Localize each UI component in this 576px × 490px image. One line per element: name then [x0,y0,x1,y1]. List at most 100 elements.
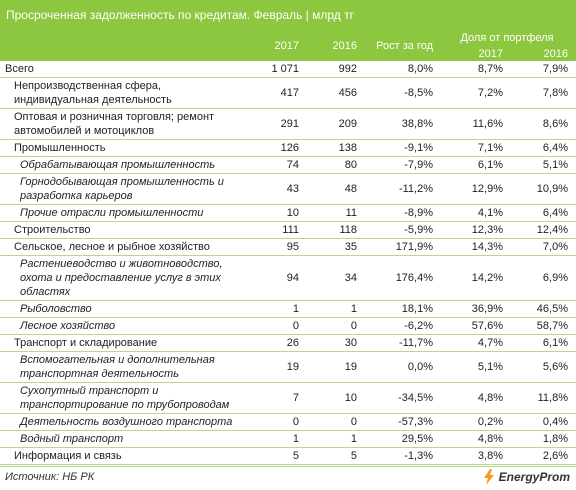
row-share-2016: 7,0% [508,238,576,256]
table-row: Лесное хозяйство 0 0 -6,2% 57,6% 58,7% [0,317,576,335]
row-growth: -9,1% [362,139,438,157]
table-row: Сухопутный транспорт и транспортирование… [0,382,576,414]
row-value-2016: 1 [304,430,362,448]
row-name: Обрабатывающая промышленность [0,156,240,174]
row-value-2016: 456 [304,77,362,109]
row-share-2016: 8,6% [508,108,576,140]
row-growth: -11,7% [362,334,438,352]
row-name: Прочие отрасли промышленности [0,204,240,222]
row-name: Сухопутный транспорт и транспортирование… [0,382,240,414]
row-value-2016: 19 [304,351,362,383]
row-share-2017: 8,7% [438,61,508,78]
row-value-2017: 26 [240,334,304,352]
row-share-2017: 3,8% [438,447,508,465]
row-share-2016: 10,9% [508,173,576,205]
row-share-2016: 1,8% [508,430,576,448]
row-value-2017: 10 [240,204,304,222]
row-growth: -1,3% [362,447,438,465]
row-value-2017: 111 [240,221,304,239]
row-growth: 29,5% [362,430,438,448]
row-value-2017: 1 071 [240,61,304,78]
row-share-2017: 14,2% [438,255,508,301]
row-share-2016: 12,4% [508,221,576,239]
row-name: Промышленность [0,139,240,157]
row-name: Всего [0,61,240,78]
table-row: Растениеводство и животноводство, охота … [0,255,576,301]
table-row: Промышленность 126 138 -9,1% 7,1% 6,4% [0,139,576,157]
row-value-2016: 80 [304,156,362,174]
row-growth: -8,9% [362,204,438,222]
logo-text: EnergyProm [498,470,570,484]
row-share-2017: 36,9% [438,300,508,318]
row-value-2017: 74 [240,156,304,174]
table-row: Деятельность воздушного транспорта 0 0 -57,… [0,413,576,431]
row-share-2016: 46,5% [508,300,576,318]
row-share-2017: 7,2% [438,77,508,109]
table-row: Всего 1 071 992 8,0% 8,7% 7,9% [0,61,576,78]
table-row: Информация и связь 5 5 -1,3% 3,8% 2,6% [0,447,576,465]
row-value-2016: 118 [304,221,362,239]
row-share-2017: 0,2% [438,413,508,431]
table-row: Прочие отрасли промышленности 10 11 -8,9% 4,… [0,204,576,222]
energyprom-logo-icon [483,469,494,485]
row-share-2017: 4,8% [438,382,508,414]
row-share-2016: 7,8% [508,77,576,109]
row-growth: -8,5% [362,77,438,109]
row-growth: -6,2% [362,317,438,335]
table-row: Строительство 111 118 -5,9% 12,3% 12,4% [0,221,576,239]
row-value-2016: 5 [304,447,362,465]
header-blank [0,30,240,46]
row-name: Транспорт и складирование [0,334,240,352]
row-value-2016: 209 [304,108,362,140]
row-name: Вспомогательная и дополнительная транспо… [0,351,240,383]
logo: EnergyProm [482,469,570,485]
row-growth: 38,8% [362,108,438,140]
row-growth: 8,0% [362,61,438,78]
row-share-2016: 6,9% [508,255,576,301]
row-value-2016: 10 [304,382,362,414]
row-share-2016: 11,8% [508,382,576,414]
row-value-2016: 48 [304,173,362,205]
header-share-group: Доля от портфеля [460,32,554,44]
row-value-2016: 30 [304,334,362,352]
row-name: Лесное хозяйство [0,317,240,335]
row-value-2017: 291 [240,108,304,140]
row-share-2016: 58,7% [508,317,576,335]
row-value-2017: 19 [240,351,304,383]
row-growth: 0,0% [362,351,438,383]
row-value-2017: 0 [240,317,304,335]
row-share-2017: 4,8% [438,430,508,448]
row-name: Деятельность воздушного транспорта [0,413,240,431]
row-value-2017: 417 [240,77,304,109]
row-share-2017: 5,1% [438,351,508,383]
row-value-2016: 138 [304,139,362,157]
row-share-2016: 6,4% [508,204,576,222]
row-name: Сельское, лесное и рыбное хозяйство [0,238,240,256]
header-share-2016: 2016 [543,47,568,60]
row-name: Информация и связь [0,447,240,465]
row-growth: -7,9% [362,156,438,174]
header-2017: 2017 [274,39,299,52]
row-value-2017: 43 [240,173,304,205]
table-body: Всего 1 071 992 8,0% 8,7% 7,9% Непроизводствен… [0,61,576,465]
row-name: Растениеводство и животноводство, охота … [0,255,240,301]
table-row: Сельское, лесное и рыбное хозяйство 95 35 1… [0,238,576,256]
table-row: Непроизводственная сфера, индивидуальная… [0,77,576,109]
row-value-2016: 0 [304,413,362,431]
row-value-2017: 95 [240,238,304,256]
row-share-2016: 0,4% [508,413,576,431]
row-value-2016: 1 [304,300,362,318]
row-share-2017: 12,9% [438,173,508,205]
row-value-2017: 1 [240,300,304,318]
header-growth: Рост за год [376,39,433,52]
row-growth: 18,1% [362,300,438,318]
table-row: Рыболовство 1 1 18,1% 36,9% 46,5% [0,300,576,318]
row-name: Горнодобывающая промышленность и разрабо… [0,173,240,205]
row-growth: -34,5% [362,382,438,414]
row-share-2017: 4,1% [438,204,508,222]
source-note: Источник: НБ РК [5,471,95,483]
table-row: Горнодобывающая промышленность и разрабо… [0,173,576,205]
table-title: Просроченная задолженность по кредитам. … [0,0,576,30]
row-share-2017: 12,3% [438,221,508,239]
row-share-2017: 4,7% [438,334,508,352]
